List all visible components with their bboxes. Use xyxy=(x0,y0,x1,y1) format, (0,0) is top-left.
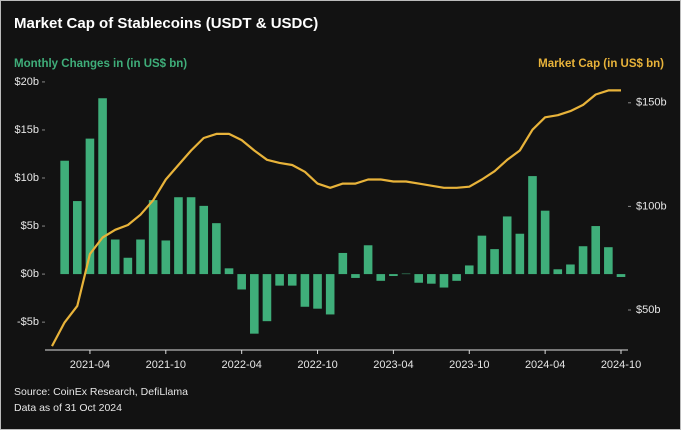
bar xyxy=(212,223,221,275)
bar xyxy=(427,274,436,284)
x-tick-label: 2021-04 xyxy=(70,359,110,371)
x-tick-label: 2024-04 xyxy=(525,359,565,371)
bar xyxy=(300,274,310,307)
bar xyxy=(604,247,613,275)
bar xyxy=(60,160,69,275)
bar xyxy=(72,201,82,275)
y-tick-label: $10b xyxy=(15,172,39,184)
bar xyxy=(376,274,386,281)
bar xyxy=(502,216,512,275)
bar xyxy=(148,200,158,275)
bar xyxy=(110,239,120,275)
bar xyxy=(490,249,499,275)
bar xyxy=(313,274,322,309)
bar xyxy=(553,269,563,275)
bar xyxy=(224,268,234,275)
y-tick-label: $5b xyxy=(21,220,39,232)
bar xyxy=(325,274,335,315)
x-tick-label: 2023-04 xyxy=(373,359,413,371)
line xyxy=(51,89,621,347)
bar xyxy=(464,265,474,275)
y-tick-label: $15b xyxy=(15,124,39,136)
y-tick-label: -$5b xyxy=(17,316,39,328)
chart-title: Market Cap of Stablecoins (USDT & USDC) xyxy=(14,15,318,32)
y-tick-label: $20b xyxy=(15,76,39,88)
x-tick-label: 2024-10 xyxy=(601,359,641,371)
bar xyxy=(199,205,209,275)
bar xyxy=(389,274,398,277)
bar xyxy=(123,257,133,275)
bar xyxy=(439,274,449,288)
bar xyxy=(591,226,601,275)
x-tick-label: 2022-04 xyxy=(221,359,261,371)
y2-tick-label: $150b xyxy=(636,97,667,109)
bar xyxy=(161,240,171,275)
x-tick-label: 2022-10 xyxy=(297,359,337,371)
bar xyxy=(174,197,183,275)
bar xyxy=(566,264,575,275)
source: Source: CoinEx Research, DefiLlama xyxy=(14,386,188,398)
bar xyxy=(136,239,145,275)
bar xyxy=(401,273,411,275)
x-tick-label: 2021-10 xyxy=(146,359,186,371)
bar xyxy=(452,274,461,281)
note: Data as of 31 Oct 2024 xyxy=(14,402,122,414)
bar xyxy=(186,197,196,275)
bar xyxy=(250,274,259,334)
bar xyxy=(477,235,487,275)
bar xyxy=(237,274,246,290)
bar xyxy=(578,246,588,275)
bar xyxy=(338,252,348,275)
bar xyxy=(275,274,284,286)
bar xyxy=(515,233,525,275)
right-axis-label: Market Cap (in US$ bn) xyxy=(538,58,664,70)
bar xyxy=(98,98,107,275)
bar xyxy=(85,138,95,275)
bar xyxy=(351,274,360,278)
bar xyxy=(616,274,626,277)
bar xyxy=(540,210,550,275)
left-axis-label: Monthly Changes in (in US$ bn) xyxy=(14,58,187,70)
y-tick-label: $0b xyxy=(21,268,39,280)
y2-tick-label: $50b xyxy=(636,304,660,316)
x-tick-label: 2023-10 xyxy=(449,359,489,371)
bar xyxy=(262,274,272,322)
bar xyxy=(414,274,423,283)
y2-tick-label: $100b xyxy=(636,200,667,212)
bar xyxy=(287,274,297,286)
bar xyxy=(528,176,537,275)
bar xyxy=(363,245,373,275)
